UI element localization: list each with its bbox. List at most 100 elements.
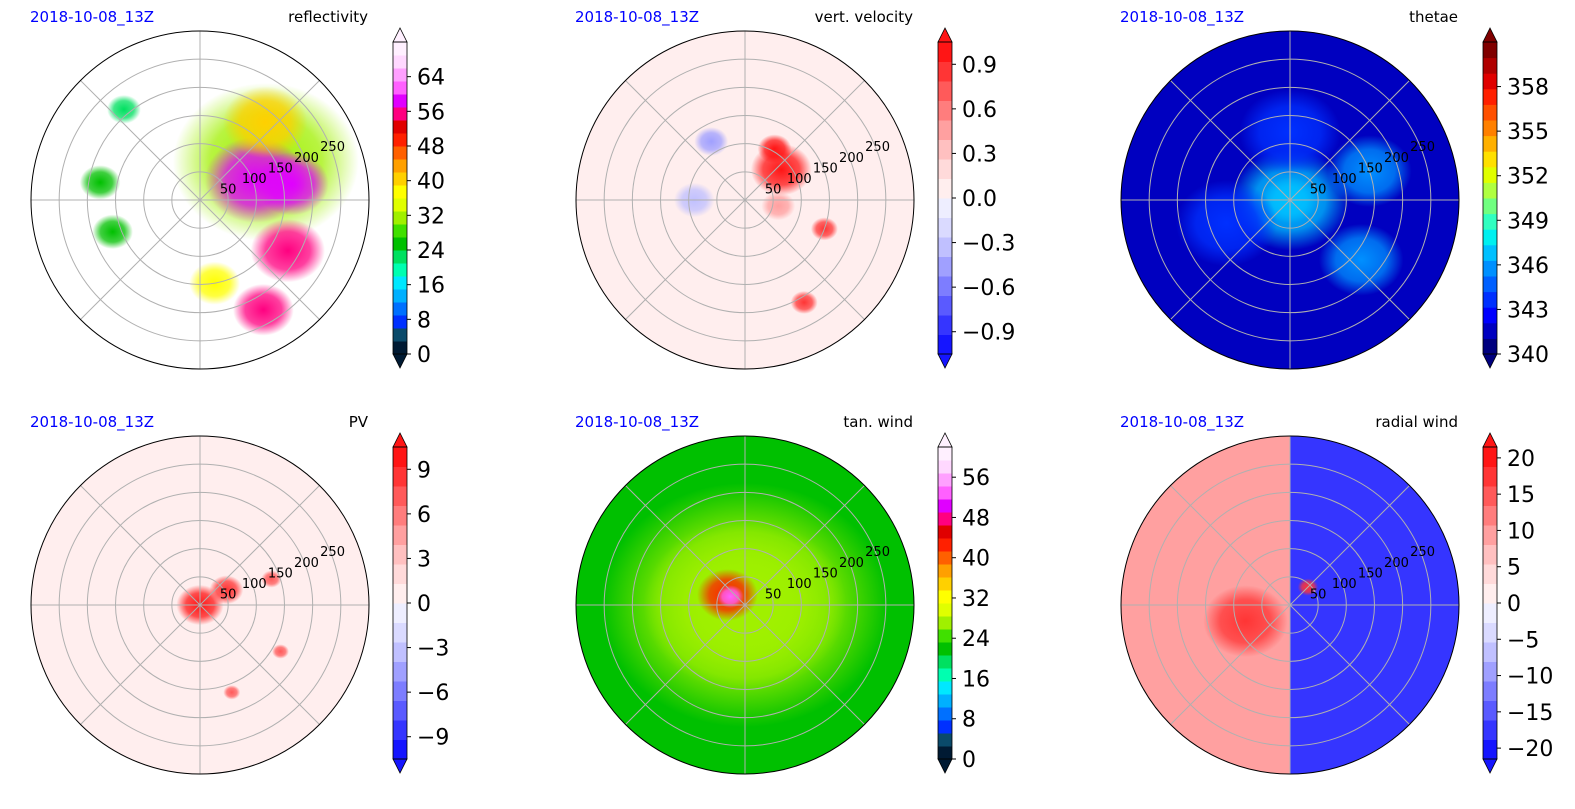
radial-tick-label: 200 — [1384, 556, 1409, 571]
plot-border — [575, 30, 915, 370]
panel-radial-wind: 50 100 150 200 250 −20 −15 −10 −5 0 5 10 15 20 2018-1… — [1090, 405, 1575, 805]
colorbar-tick-label: 0.6 — [962, 98, 997, 123]
colorbar-segment — [393, 661, 407, 682]
colorbar-tick-label: −10 — [1507, 665, 1553, 690]
colorbar-segment — [938, 590, 952, 604]
panel-title: radial wind — [1375, 413, 1458, 431]
colorbar-tick-label: 8 — [417, 308, 431, 333]
colorbar-segment — [938, 315, 952, 335]
radial-tick-label: 50 — [1310, 182, 1327, 197]
radial-tick-label: 200 — [294, 556, 319, 571]
colorbar-segment — [393, 603, 407, 623]
colorbar-extend-min — [1482, 758, 1498, 774]
colorbar-segment — [938, 538, 952, 552]
colorbar-segment — [393, 700, 407, 721]
radial-tick-label: 100 — [242, 577, 267, 592]
colorbar-segment — [1483, 276, 1497, 293]
colorbar-tick-label: 24 — [962, 627, 990, 652]
spoke-line — [199, 485, 320, 606]
colorbar-tick-label: 16 — [962, 667, 990, 692]
panel-timestamp: 2018-10-08_13Z — [30, 413, 155, 431]
colorbar-segment — [393, 642, 407, 662]
colorbar-segment — [393, 211, 407, 225]
colorbar-segment — [938, 512, 952, 526]
colorbar-tick-label: 0 — [962, 748, 976, 773]
colorbar: −0.9 −0.6 −0.3 0.0 0.3 0.6 0.9 — [937, 27, 1015, 369]
radial-tick-label: 100 — [787, 172, 812, 187]
colorbar-frame — [1482, 41, 1498, 355]
radial-tick-label: 150 — [1358, 566, 1383, 581]
colorbar-segment — [1483, 700, 1497, 721]
colorbar-tick-label: 40 — [417, 170, 445, 195]
spoke-line — [80, 604, 201, 725]
field-blob — [1203, 585, 1288, 658]
colorbar-segment — [938, 81, 952, 101]
colorbar-segment — [393, 525, 407, 545]
colorbar-segment — [1483, 198, 1497, 215]
colorbar-tick-label: −9 — [417, 726, 449, 751]
colorbar-segment — [1483, 307, 1497, 324]
colorbar-tick-label: 0.0 — [962, 187, 997, 212]
colorbar-tick-label: 343 — [1507, 298, 1549, 323]
spoke-line — [744, 604, 865, 725]
colorbar: −9 −6 −3 0 3 6 9 — [392, 432, 449, 774]
colorbar-segment — [393, 505, 407, 526]
colorbar-segment — [393, 622, 407, 643]
colorbar-segment — [1483, 291, 1497, 308]
colorbar-extend-max — [1482, 432, 1498, 448]
colorbar-tick-label: 0 — [417, 343, 431, 368]
colorbar-segment — [1483, 151, 1497, 168]
colorbar-segment — [938, 61, 952, 82]
spoke-line — [1289, 199, 1410, 320]
colorbar-segment — [938, 256, 952, 277]
colorbar-segment — [393, 55, 407, 69]
colorbar-segment — [393, 564, 407, 584]
colorbar-segment — [1483, 57, 1497, 74]
colorbar-segment — [938, 681, 952, 695]
colorbar-segment — [938, 139, 952, 160]
colorbar-tick-label: 346 — [1507, 254, 1549, 279]
colorbar-segment — [1483, 244, 1497, 261]
colorbar-segment — [393, 224, 407, 238]
colorbar-segment — [1483, 73, 1497, 90]
colorbar-segment — [938, 237, 952, 257]
colorbar-segment — [1483, 166, 1497, 183]
colorbar-segment — [938, 616, 952, 630]
panel-title: reflectivity — [288, 8, 368, 26]
colorbar-segment — [393, 250, 407, 264]
colorbar-tick-label: −6 — [417, 681, 449, 706]
field-blob — [107, 95, 141, 124]
spoke-line — [744, 80, 865, 201]
colorbar-segment — [393, 133, 407, 147]
colorbar-tick-label: 20 — [1507, 447, 1535, 472]
spoke-line — [199, 604, 320, 725]
colorbar-tick-label: −20 — [1507, 737, 1553, 762]
colorbar-segment — [938, 276, 952, 296]
colorbar-segment — [393, 447, 407, 467]
field-blob — [232, 283, 294, 336]
spoke-line — [1170, 604, 1291, 725]
radial-tick-label: 50 — [1310, 587, 1327, 602]
colorbar-tick-label: 0 — [417, 592, 431, 617]
colorbar-tick-label: 48 — [417, 135, 445, 160]
colorbar-segment — [393, 315, 407, 329]
colorbar-segment — [393, 146, 407, 160]
colorbar-extend-max — [1482, 27, 1498, 43]
colorbar: 0 8 16 24 32 40 48 56 64 — [392, 27, 445, 369]
colorbar-segment — [938, 178, 952, 199]
colorbar-tick-label: −0.6 — [962, 276, 1015, 301]
colorbar-segment — [393, 466, 407, 487]
spoke-line — [1289, 485, 1410, 606]
field-blob — [1175, 180, 1278, 267]
colorbar-segment — [1483, 88, 1497, 105]
colorbar-segment — [938, 564, 952, 578]
colorbar-segment — [938, 525, 952, 539]
colorbar-segment — [393, 94, 407, 108]
radial-tick-label: 250 — [865, 545, 890, 560]
colorbar-segment — [938, 217, 952, 238]
colorbar-tick-label: 9 — [417, 458, 431, 483]
